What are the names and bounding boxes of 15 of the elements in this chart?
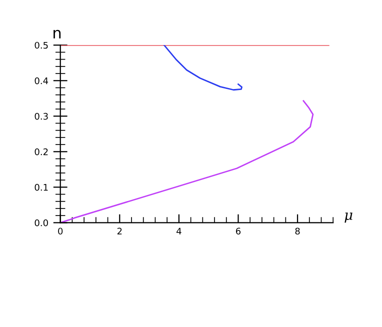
x-axis-title: μ <box>344 212 352 223</box>
x-tick-label: 4 <box>176 228 182 234</box>
x-tick-label: 8 <box>295 228 300 235</box>
x-tick-label: 0 <box>58 228 63 235</box>
y-tick-label: 0.4 <box>34 77 48 84</box>
y-tick-label: 0.2 <box>34 148 48 156</box>
y-tick-label: 0.1 <box>34 184 48 191</box>
line-series <box>163 45 242 91</box>
y-axis-title: n <box>54 30 61 38</box>
x-tick-label: 2 <box>117 228 122 234</box>
x-tick-label: 6 <box>236 228 241 235</box>
y-tick-label: 0.0 <box>34 219 48 226</box>
y-tick-label: 0.5 <box>34 42 48 49</box>
line-series <box>60 100 314 223</box>
y-tick-label: 0.3 <box>34 112 48 120</box>
